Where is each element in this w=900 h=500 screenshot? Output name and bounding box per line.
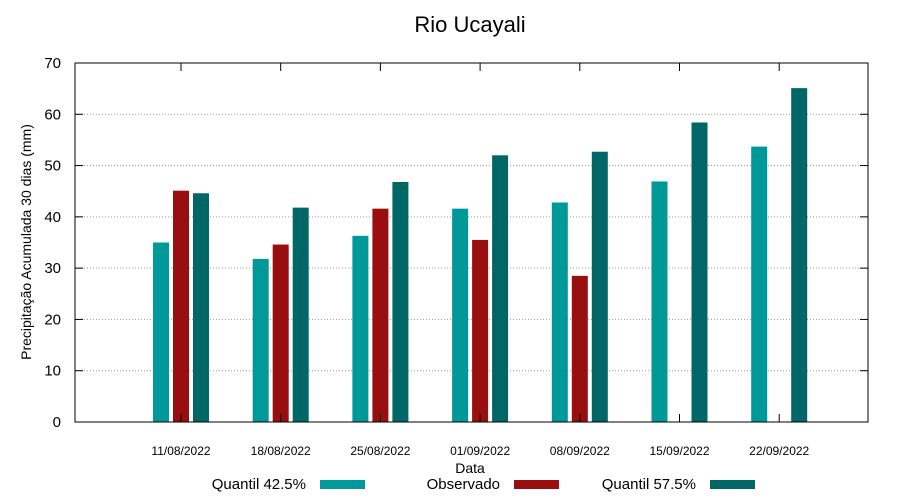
y-tick-label: 60 — [44, 106, 61, 123]
bars — [153, 88, 808, 423]
bar-quantil-57-5--0 — [193, 193, 209, 422]
chart-title: Rio Ucayali — [414, 12, 525, 37]
bar-quantil-42-5--6 — [751, 146, 768, 423]
x-tick-label: 22/09/2022 — [749, 444, 809, 458]
legend-swatch — [710, 480, 755, 489]
y-tick-label: 20 — [44, 311, 61, 328]
x-axis-label: Data — [455, 460, 485, 476]
y-tick-label: 30 — [44, 260, 61, 277]
legend-label: Quantil 42.5% — [212, 476, 306, 493]
legend-label: Observado — [427, 476, 500, 493]
y-tick-label: 50 — [44, 158, 61, 175]
plot-frame — [74, 62, 869, 423]
bar-observado-2 — [372, 208, 389, 422]
bar-quantil-42-5--4 — [551, 202, 568, 422]
bar-quantil-42-5--3 — [452, 208, 469, 422]
bar-quantil-42-5--1 — [252, 258, 269, 422]
y-tick-label: 40 — [44, 209, 61, 226]
axis-ticks — [75, 62, 868, 423]
y-tick-label: 0 — [53, 414, 61, 431]
bar-quantil-57-5--5 — [691, 122, 708, 423]
x-tick-label: 18/08/2022 — [251, 444, 311, 458]
bar-quantil-57-5--6 — [791, 88, 808, 422]
x-tick-label: 01/09/2022 — [450, 444, 510, 458]
legend: Quantil 42.5% Observado Quantil 57.5% — [212, 476, 755, 493]
bar-observado-4 — [571, 275, 588, 422]
x-tick-label: 15/09/2022 — [649, 444, 709, 458]
legend-swatch — [514, 480, 559, 489]
legend-swatch — [320, 480, 365, 489]
y-tick-label: 10 — [44, 363, 61, 380]
y-axis-label: Precipitação Acumulada 30 dias (mm) — [18, 124, 34, 360]
bar-quantil-42-5--2 — [352, 235, 369, 422]
bar-quantil-57-5--2 — [392, 181, 409, 422]
legend-label: Quantil 57.5% — [602, 476, 696, 493]
bar-quantil-57-5--1 — [292, 207, 309, 422]
bar-quantil-42-5--0 — [153, 242, 169, 422]
x-tick-label: 08/09/2022 — [550, 444, 610, 458]
x-tick-label: 11/08/2022 — [151, 444, 210, 458]
y-tick-labels: 0 10 20 30 40 50 60 70 — [44, 55, 61, 431]
x-tick-labels: 11/08/2022 18/08/2022 25/08/2022 01/09/2022… — [151, 444, 809, 458]
y-tick-label: 70 — [44, 55, 61, 72]
x-tick-label: 25/08/2022 — [350, 444, 410, 458]
bar-quantil-57-5--3 — [492, 155, 509, 423]
bar-observado-3 — [472, 239, 489, 422]
bar-observado-0 — [173, 190, 189, 422]
bar-observado-1 — [272, 244, 289, 422]
bar-quantil-57-5--4 — [591, 151, 608, 422]
bar-quantil-42-5--5 — [651, 181, 668, 422]
